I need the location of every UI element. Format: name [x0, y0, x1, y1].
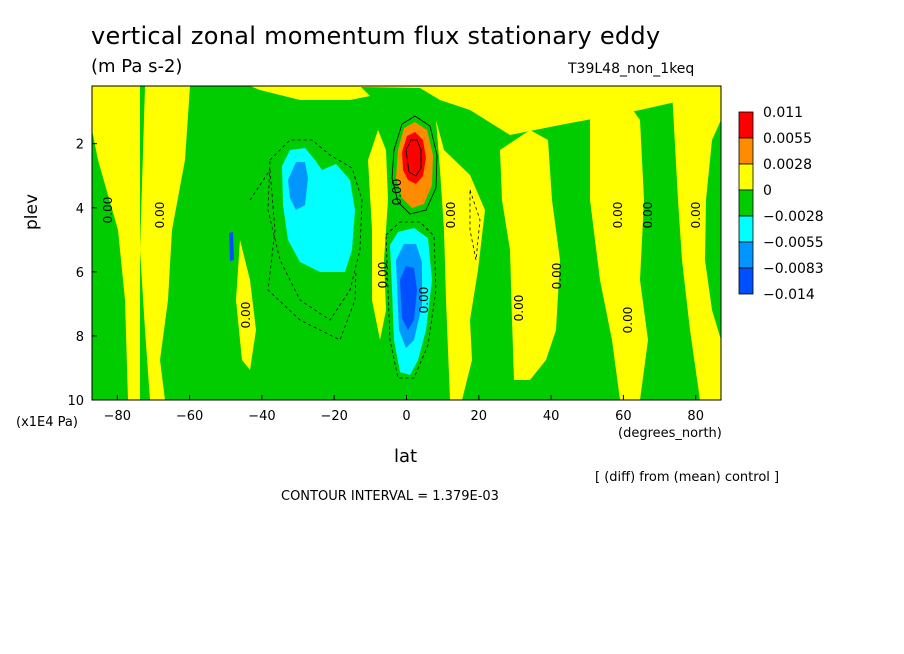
diff-note: [ (diff) from (mean) control ]	[595, 470, 780, 485]
x-axis-label: lat	[394, 446, 418, 467]
negative-region	[288, 162, 308, 210]
contour-label: 0.00	[376, 262, 390, 289]
negative-contour-line	[267, 139, 363, 321]
x-axis-unit: (degrees_north)	[618, 426, 722, 441]
contour-label: 0.00	[417, 287, 431, 314]
contour-label: 0.00	[621, 307, 635, 334]
contour-lines	[249, 115, 481, 379]
y-tick-label: 6	[76, 266, 84, 281]
legend-label: −0.0055	[763, 235, 824, 251]
legend-label: 0.011	[763, 105, 803, 121]
negative-contour-line	[469, 189, 481, 261]
legend-swatch	[738, 267, 754, 295]
run-label: T39L48_non_1keq	[568, 61, 695, 77]
contour-label: 0.00	[611, 202, 625, 229]
contour-label: 0.00	[550, 263, 564, 290]
y-axis: 2 4 6 8 10	[67, 138, 97, 409]
color-legend: 0.011 0.0055 0.0028 0 −0.0028 −0.0055 −0.0083 −…	[738, 105, 824, 303]
legend-label: 0	[763, 183, 772, 199]
legend-label: −0.0028	[763, 209, 824, 225]
chart-units: (m Pa s-2)	[91, 56, 183, 77]
chart-title: vertical zonal momentum flux stationary …	[91, 22, 661, 50]
x-tick-label: 20	[471, 409, 488, 424]
positive-contour-line	[391, 115, 438, 215]
positive-region	[140, 86, 190, 400]
legend-swatch	[738, 137, 754, 165]
positive-max-inner	[402, 132, 426, 184]
contour-label: 0.00	[689, 202, 703, 229]
positive-region	[436, 120, 485, 400]
contour-label: 0.00	[239, 302, 253, 329]
x-tick-label: 0	[402, 409, 410, 424]
legend-label: 0.0028	[763, 157, 812, 173]
positive-contour-line	[405, 139, 422, 177]
x-tick-label: 80	[687, 409, 704, 424]
legend-swatch	[738, 241, 754, 269]
positive-region	[672, 86, 721, 400]
legend-swatch	[738, 215, 754, 243]
x-axis: −80 −60 −40 −20 0 20 40 60 80	[104, 395, 704, 424]
contour-label: 0.00	[641, 202, 655, 229]
positive-region	[590, 92, 648, 400]
contour-label: 0.00	[444, 202, 458, 229]
x-tick-label: −40	[248, 409, 275, 424]
positive-region	[368, 130, 388, 340]
y-axis-unit: (x1E4 Pa)	[16, 415, 78, 430]
x-tick-label: −20	[320, 409, 347, 424]
x-tick-label: 60	[615, 409, 632, 424]
contour-label: 0.00	[101, 197, 115, 224]
y-tick-label: 2	[76, 138, 84, 153]
contour-label: 0.00	[153, 202, 167, 229]
x-tick-label: −80	[104, 409, 131, 424]
y-tick-label: 10	[67, 394, 84, 409]
legend-label: −0.0083	[763, 261, 824, 277]
filled-contours	[92, 86, 721, 400]
positive-region	[236, 240, 256, 370]
y-tick-label: 4	[76, 202, 84, 217]
negative-region	[229, 232, 234, 261]
contour-interval: CONTOUR INTERVAL = 1.379E-03	[281, 489, 499, 504]
y-tick-label: 8	[76, 330, 84, 345]
contour-labels: 0.00 0.00 0.00 0.00 0.00 0.00 0.00 0.00 0.00 0.00…	[101, 179, 703, 334]
x-tick-label: 40	[543, 409, 560, 424]
negative-contour-line	[385, 221, 437, 379]
contour-label: 0.00	[512, 295, 526, 322]
legend-label: −0.014	[763, 287, 815, 303]
contour-label: 0.00	[390, 179, 404, 206]
legend-swatch	[738, 111, 754, 139]
negative-region	[400, 266, 417, 330]
legend-swatch	[738, 163, 754, 191]
legend-swatch	[738, 189, 754, 217]
x-tick-label: −60	[176, 409, 203, 424]
legend-label: 0.0055	[763, 131, 812, 147]
positive-region	[92, 86, 140, 400]
positive-region	[500, 130, 560, 380]
positive-region	[195, 86, 370, 100]
